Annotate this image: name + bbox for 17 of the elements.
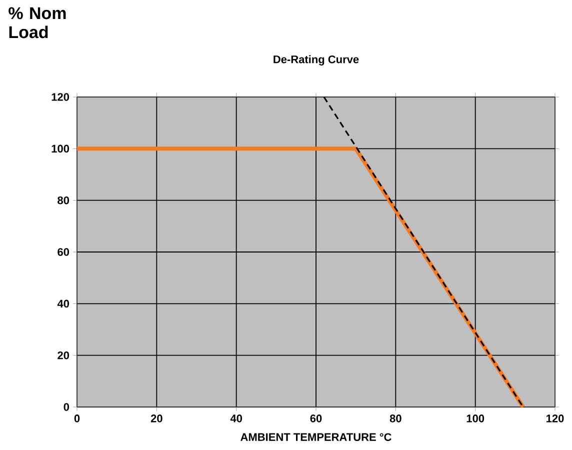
x-tick-label: 60: [310, 414, 322, 422]
y-axis-title: % Nom Load: [8, 7, 66, 38]
y-tick-label: 20: [58, 351, 70, 360]
x-tick-label: 120: [546, 414, 564, 422]
y-tick-label: 0: [64, 403, 70, 411]
y-tick-label: 40: [57, 300, 70, 308]
x-tick-label: 40: [230, 414, 242, 422]
x-tick-label: 0: [74, 414, 80, 422]
y-tick-label: 120: [52, 93, 70, 101]
chart-title: De-Rating Curve: [274, 55, 359, 66]
y-tick-label: 60: [58, 248, 70, 256]
x-tick-label: 80: [390, 414, 402, 422]
x-tick-label: 100: [466, 414, 484, 422]
y-tick-label: 80: [58, 196, 70, 204]
x-tick-label: 20: [150, 414, 162, 422]
y-tick-label: 100: [52, 144, 70, 153]
x-axis-title: AMBIENT TEMPERATURE °C: [240, 433, 392, 441]
